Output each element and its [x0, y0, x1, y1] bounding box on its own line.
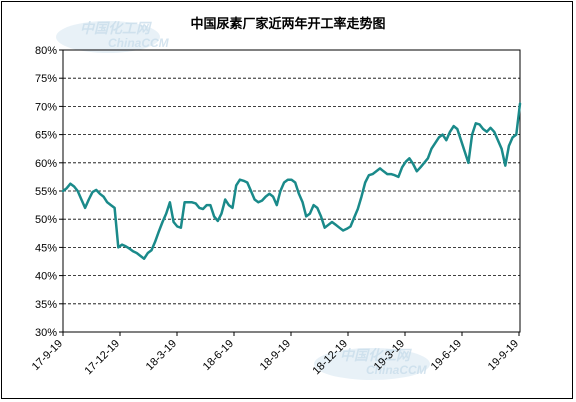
y-tick-label: 70%	[35, 101, 57, 113]
watermark-badge	[314, 348, 430, 380]
y-tick-label: 35%	[35, 299, 57, 311]
x-tick-label: 19-6-19	[429, 338, 464, 373]
y-tick-label: 55%	[35, 186, 57, 198]
watermark-text-cn: 中国化工网	[80, 20, 152, 36]
y-tick-label: 60%	[35, 158, 57, 170]
y-tick-label: 30%	[35, 327, 57, 339]
y-tick-label: 65%	[35, 130, 57, 142]
x-tick-label: 19-9-19	[486, 338, 521, 373]
y-tick-label: 50%	[35, 214, 57, 226]
x-tick-label: 18-9-19	[258, 338, 293, 373]
watermark-text-en: ChinaCCM	[366, 363, 428, 377]
chart-title: 中国尿素厂家近两年开工率走势图	[190, 16, 385, 32]
plot-area	[62, 49, 521, 333]
watermark-badge	[56, 21, 160, 53]
series-line	[61, 102, 522, 260]
y-tick-label: 80%	[35, 45, 57, 57]
y-tick-label: 45%	[35, 242, 57, 254]
y-tick-label: 40%	[35, 271, 57, 283]
watermark-text-en: ChinaCCM	[108, 36, 170, 50]
y-axis-ticks: 30% 35% 40% 45% 50% 55% 60% 65% 70% 75% 80%	[35, 45, 63, 339]
x-tick-label: 18-6-19	[201, 338, 236, 373]
y-tick-label: 75%	[35, 73, 57, 85]
x-tick-label: 17-12-19	[82, 338, 122, 378]
x-tick-label: 17-9-19	[30, 338, 65, 373]
x-tick-label: 18-3-19	[144, 338, 179, 373]
x-axis-ticks: 17-9-19 17-12-19 18-3-19 18-6-19 18-9-19 18-1…	[30, 332, 521, 377]
watermark-text-cn: 中国化工网	[340, 347, 412, 363]
watermark-group: 中国化工网 ChinaCCM 中国化工网 ChinaCCM	[56, 20, 430, 380]
grid-lines	[63, 77, 520, 305]
